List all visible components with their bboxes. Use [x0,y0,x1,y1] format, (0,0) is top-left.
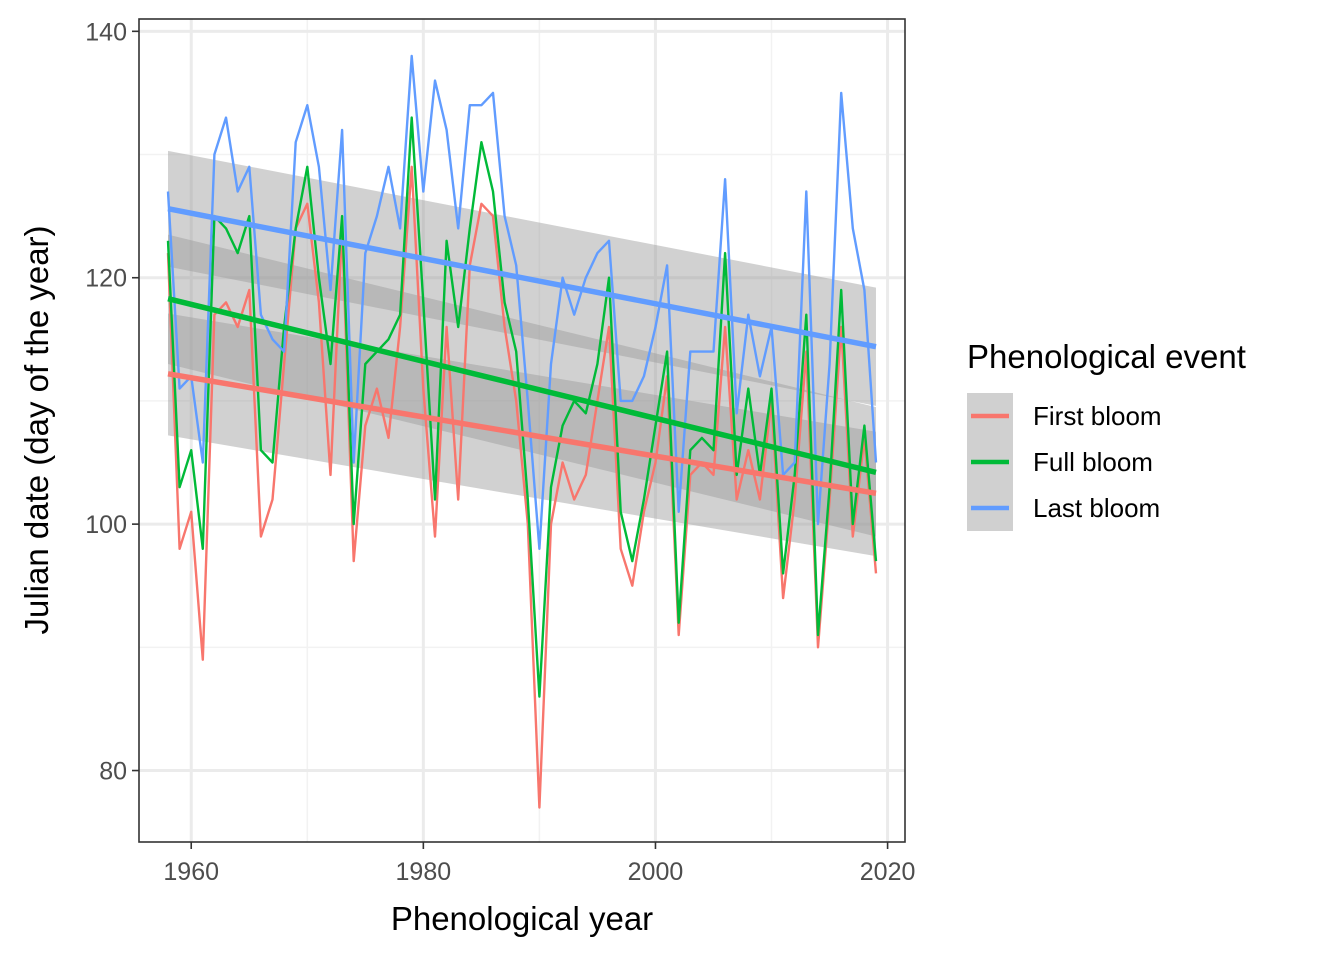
y-tick-label-120: 120 [85,265,127,293]
trend-line-last-bloom [167,206,877,350]
y-tick-label-100: 100 [85,511,127,539]
x-tick-label-1960: 1960 [163,858,219,886]
panel-border [138,18,906,843]
series-line-last-bloom [166,54,878,550]
y-tick-label-140: 140 [85,18,127,46]
legend-title: Phenological event [967,338,1246,375]
y-axis-title: Julian date (day of the year) [18,225,55,634]
x-tick-label-2000: 2000 [628,858,684,886]
x-tick-label-2020: 2020 [860,858,916,886]
trend-line-first-bloom [167,371,877,497]
legend-label-full-bloom: Full bloom [1033,447,1153,477]
trend-lines [167,206,877,497]
y-tick-label-80: 80 [99,758,127,786]
x-axis: 1960 1980 2000 2020 [163,842,915,886]
legend-label-first-bloom: First bloom [1033,401,1162,431]
y-axis: 80 100 120 140 [85,18,139,786]
grid [139,19,905,842]
legend: Phenological event First bloom Full bloom… [967,338,1246,531]
legend-label-last-bloom: Last bloom [1033,493,1160,523]
legend-keys: First bloom Full bloom Last bloom [967,393,1162,531]
trend-line-full-bloom [167,296,877,476]
series-lines [166,54,878,809]
x-axis-title: Phenological year [391,900,653,937]
series-line-first-bloom [166,165,878,809]
x-tick-label-1980: 1980 [396,858,452,886]
